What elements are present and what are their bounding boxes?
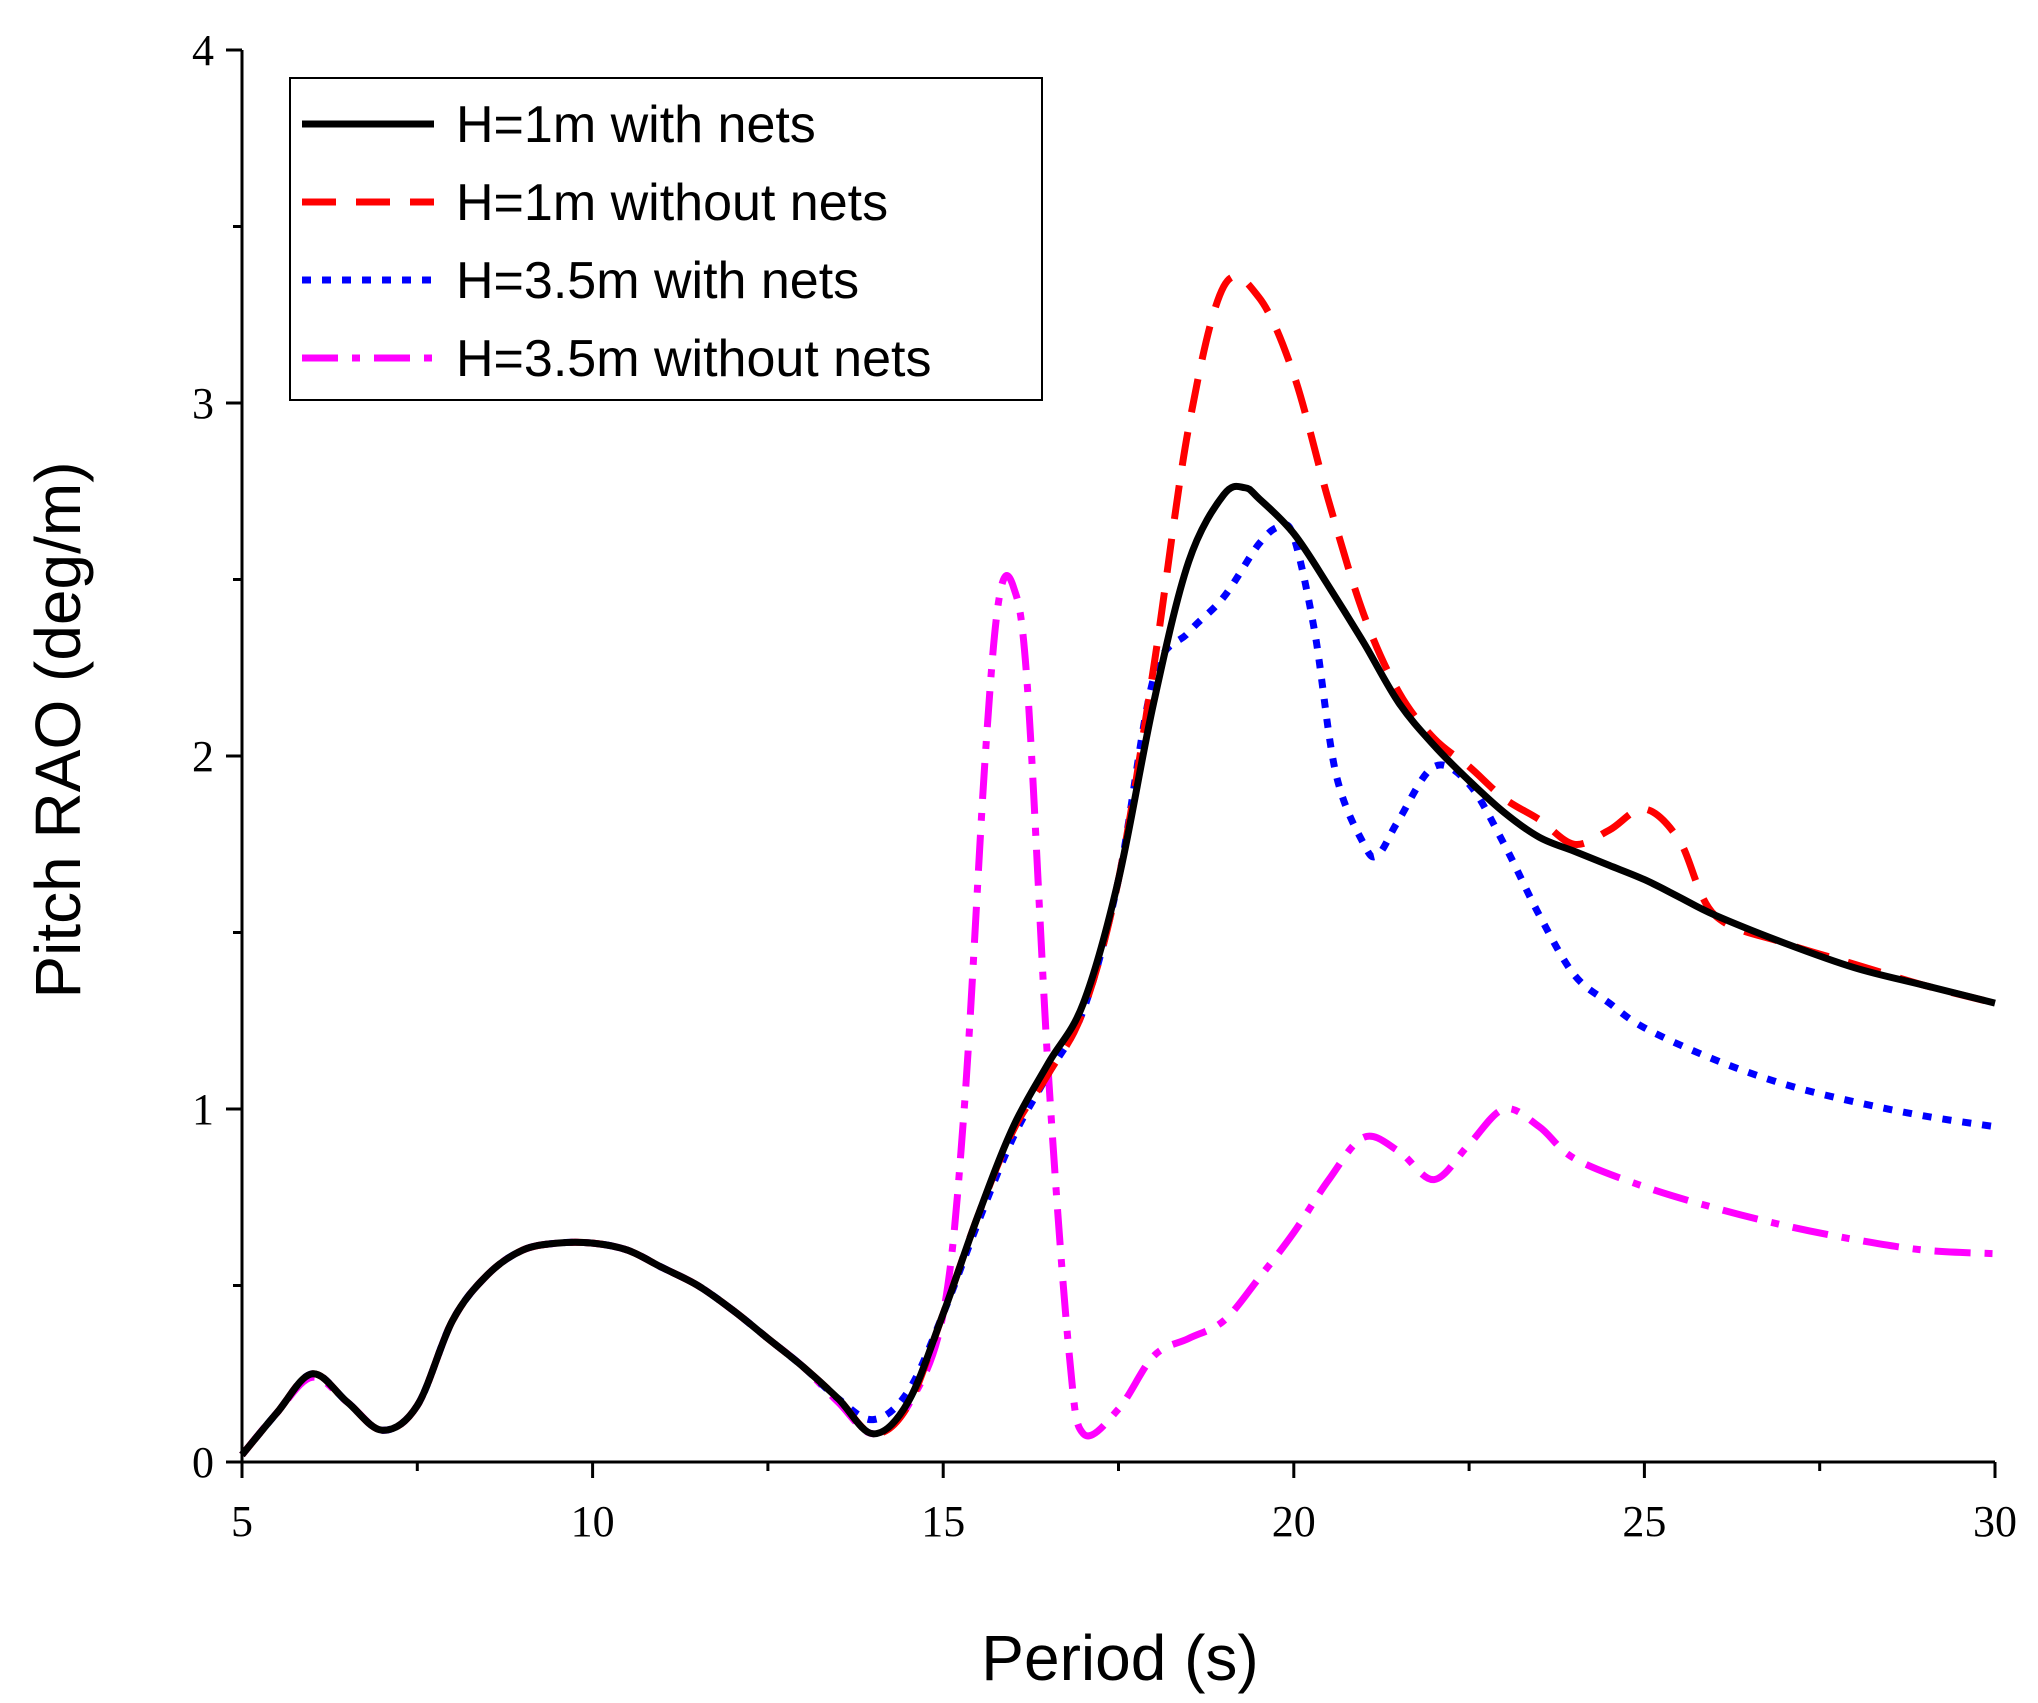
x-tick-label: 20	[1272, 1497, 1316, 1546]
legend: H=1m with nets H=1m without nets H=3.5m wi…	[289, 77, 1043, 401]
y-tick-label: 1	[192, 1085, 214, 1134]
legend-label: H=3.5m without nets	[456, 330, 931, 388]
series-layer	[239, 272, 1996, 1458]
x-axis-title: Period (s)	[981, 1622, 1258, 1694]
y-axis-title: Pitch RAO (deg/m)	[22, 461, 94, 998]
legend-label: H=3.5m with nets	[456, 252, 859, 310]
x-tick-label: 15	[921, 1497, 965, 1546]
x-tick-label: 25	[1622, 1497, 1666, 1546]
legend-label: H=1m without nets	[456, 174, 888, 232]
legend-label: H=1m with nets	[456, 96, 816, 154]
y-tick-label: 3	[192, 379, 214, 428]
series-line-1	[239, 482, 1996, 1458]
y-tick-label: 2	[192, 732, 214, 781]
y-tick-label: 4	[192, 26, 214, 75]
y-tick-label: 0	[192, 1438, 214, 1487]
series-line-3	[239, 521, 1996, 1458]
legend-box	[289, 77, 1043, 401]
axes: 5 10 15 20 25 30 0 1 2 3 4	[192, 26, 2017, 1546]
x-tick-label: 30	[1973, 1497, 2017, 1546]
x-tick-label: 5	[231, 1497, 253, 1546]
x-tick-label: 10	[571, 1497, 615, 1546]
series-line-4	[239, 572, 1996, 1458]
